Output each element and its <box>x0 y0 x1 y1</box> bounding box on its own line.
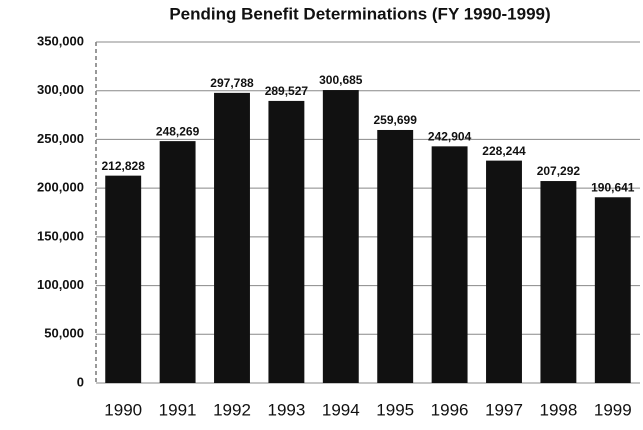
x-tick-label: 1996 <box>431 400 469 419</box>
bar <box>431 146 468 383</box>
x-tick-label: 1994 <box>322 400 360 419</box>
bar <box>322 90 359 383</box>
x-tick-label: 1992 <box>213 400 251 419</box>
value-label: 212,828 <box>102 159 146 173</box>
bar <box>377 129 414 383</box>
y-tick-label: 150,000 <box>37 228 84 243</box>
y-tick-label: 350,000 <box>37 33 84 48</box>
y-tick-label: 0 <box>77 374 84 389</box>
x-tick-label: 1993 <box>267 400 305 419</box>
bar <box>594 197 631 383</box>
y-tick-label: 250,000 <box>37 131 84 146</box>
bar <box>268 100 305 384</box>
y-tick-label: 300,000 <box>37 82 84 97</box>
x-tick-label: 1990 <box>104 400 142 419</box>
value-label: 242,904 <box>428 130 472 144</box>
x-tick-label: 1998 <box>539 400 577 419</box>
y-tick-label: 50,000 <box>44 326 84 341</box>
y-tick-label: 200,000 <box>37 180 84 195</box>
chart-title: Pending Benefit Determinations (FY 1990-… <box>169 4 550 23</box>
bar <box>214 92 250 383</box>
bar <box>105 175 142 383</box>
value-label: 248,269 <box>156 124 200 138</box>
value-label: 259,699 <box>374 113 418 127</box>
value-label: 207,292 <box>537 164 581 178</box>
value-label: 300,685 <box>319 73 363 87</box>
bar <box>159 141 196 383</box>
x-tick-label: 1991 <box>159 400 197 419</box>
value-label: 297,788 <box>210 76 254 90</box>
x-tick-label: 1999 <box>594 400 632 419</box>
bar <box>540 181 577 383</box>
x-tick-label: 1997 <box>485 400 523 419</box>
bar <box>486 160 522 383</box>
y-tick-label: 100,000 <box>37 277 84 292</box>
value-label: 228,244 <box>482 144 526 158</box>
x-tick-label: 1995 <box>376 400 414 419</box>
value-label: 190,641 <box>591 180 635 194</box>
value-label: 289,527 <box>265 84 309 98</box>
